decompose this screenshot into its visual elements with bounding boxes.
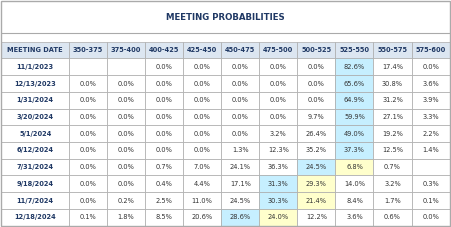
Text: MEETING PROBABILITIES: MEETING PROBABILITIES (166, 12, 285, 22)
